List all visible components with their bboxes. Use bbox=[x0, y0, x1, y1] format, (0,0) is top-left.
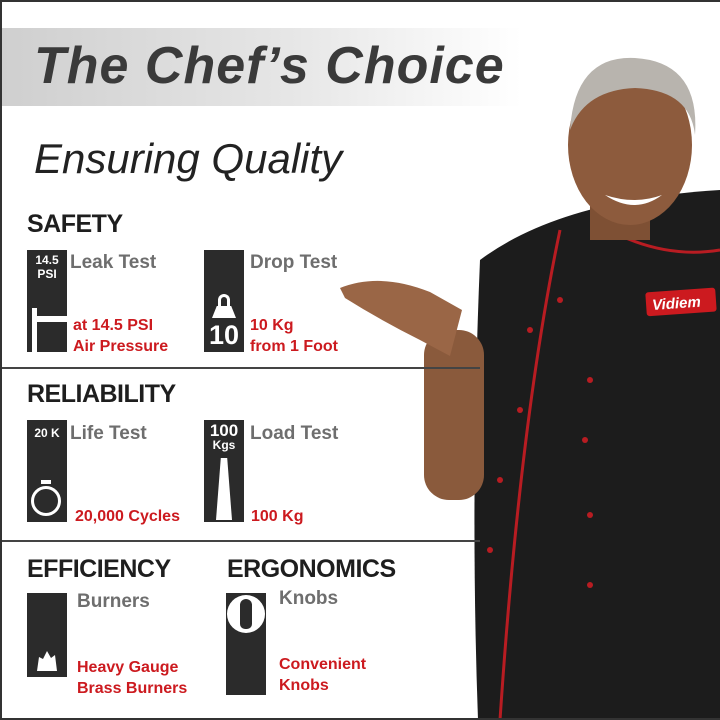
section-heading-safety: SAFETY bbox=[27, 210, 123, 238]
divider bbox=[0, 367, 480, 369]
title-banner bbox=[2, 28, 522, 106]
weight-icon: 10 bbox=[204, 250, 244, 352]
stopwatch-icon: 20 K bbox=[27, 420, 67, 522]
drop-test-label: Drop Test bbox=[250, 252, 338, 273]
flame-burner-icon bbox=[27, 593, 67, 677]
burners-detail: Heavy Gauge Brass Burners bbox=[77, 659, 188, 697]
section-heading-efficiency: EFFICIENCY bbox=[27, 555, 171, 583]
life-test-label: Life Test bbox=[70, 423, 147, 444]
page-title: The Chef’s Choice bbox=[34, 37, 505, 95]
page-subtitle: Ensuring Quality bbox=[34, 135, 343, 182]
load-test-label: Load Test bbox=[250, 423, 339, 444]
section-heading-reliability: RELIABILITY bbox=[27, 380, 176, 408]
burners-label: Burners bbox=[77, 591, 150, 612]
chef-photo: Vidiem bbox=[340, 57, 720, 720]
pressure-gauge-icon: 14.5 PSI bbox=[27, 250, 67, 352]
life-test-detail: 20,000 Cycles bbox=[75, 508, 180, 525]
knobs-detail: Convenient Knobs bbox=[279, 656, 367, 694]
leak-test-label: Leak Test bbox=[70, 252, 157, 273]
leak-test-detail: at 14.5 PSI Air Pressure bbox=[73, 317, 169, 355]
drop-test-detail: 10 Kg from 1 Foot bbox=[250, 317, 338, 355]
knobs-label: Knobs bbox=[279, 588, 339, 609]
stacked-weight-icon: 100 Kgs bbox=[204, 420, 244, 522]
knob-icon bbox=[226, 593, 266, 695]
divider bbox=[0, 540, 480, 542]
load-test-detail: 100 Kg bbox=[251, 508, 304, 525]
section-heading-ergonomics: ERGONOMICS bbox=[227, 555, 396, 583]
brand-logo: Vidiem bbox=[652, 294, 702, 314]
